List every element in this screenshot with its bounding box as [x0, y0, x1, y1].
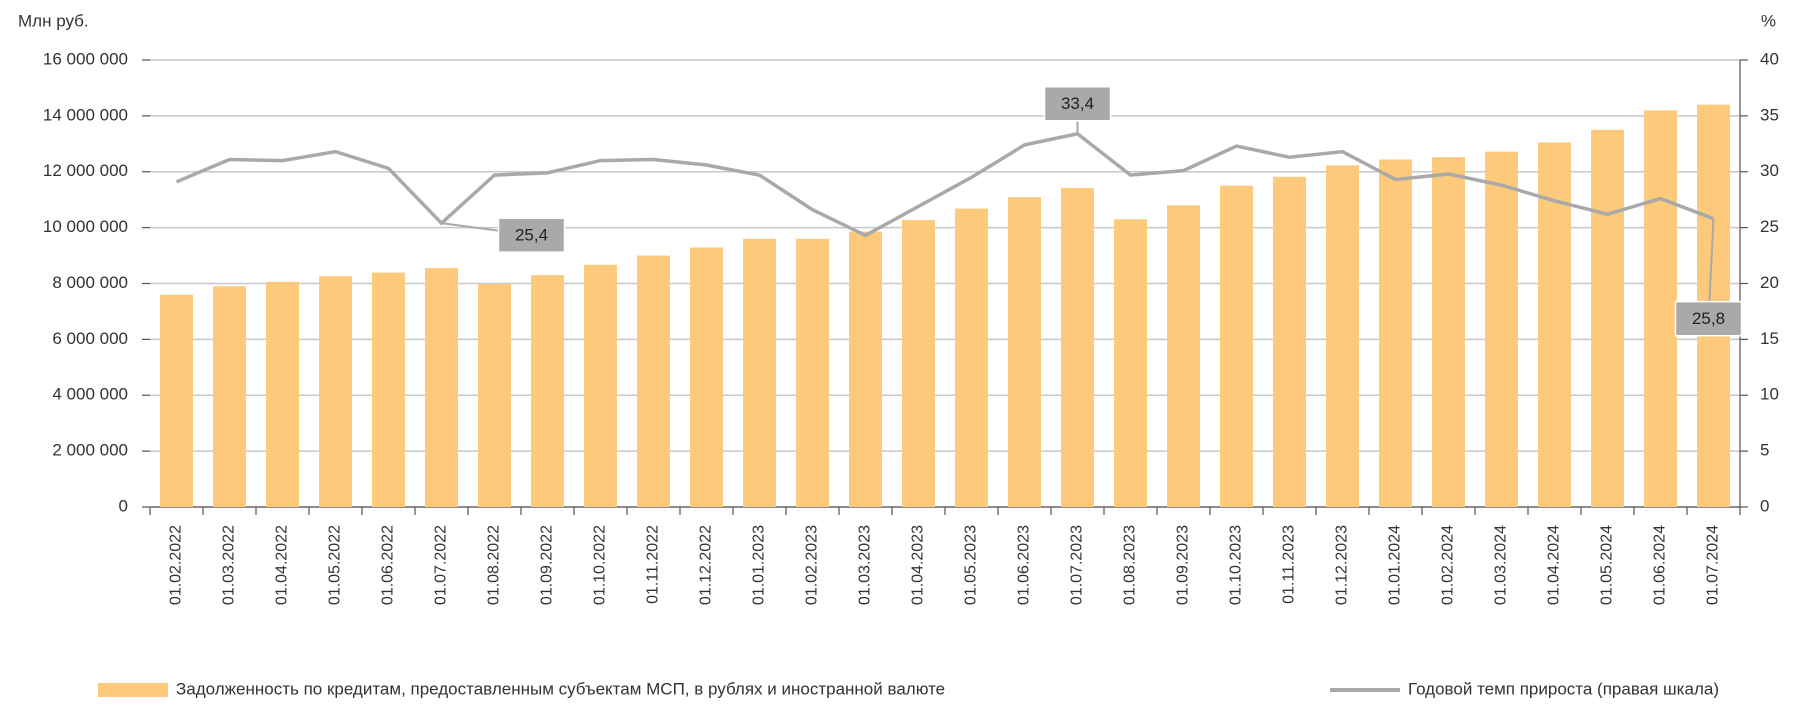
bar: [425, 268, 458, 507]
bar: [531, 275, 564, 507]
x-tick-label: 01.02.2024: [1440, 525, 1457, 605]
x-tick-label: 01.11.2023: [1281, 525, 1298, 604]
x-tick-label: 01.05.2023: [963, 525, 980, 605]
x-tick-label: 01.08.2022: [486, 525, 503, 605]
x-tick-label: 01.10.2022: [592, 525, 609, 605]
y2-tick-label: 25: [1760, 217, 1779, 236]
y-tick-label: 6 000 000: [52, 329, 128, 348]
bar: [1644, 110, 1677, 507]
x-tick-label: 01.03.2024: [1493, 525, 1510, 605]
y2-tick-label: 0: [1760, 496, 1769, 515]
y-tick-label: 10 000 000: [43, 217, 128, 236]
y2-tick-label: 10: [1760, 385, 1779, 404]
label-box: [1043, 86, 1112, 122]
bar: [584, 264, 617, 507]
data-label: 33,4: [1061, 94, 1094, 113]
y2-tick-label: 35: [1760, 105, 1779, 124]
x-tick-label: 01.02.2023: [804, 525, 821, 605]
bar: [1061, 187, 1094, 508]
legend-swatch: [98, 683, 168, 697]
y2-tick-label: 20: [1760, 273, 1779, 292]
data-label: 25,8: [1692, 309, 1725, 328]
bar: [690, 247, 723, 507]
x-tick-label: 01.05.2022: [327, 525, 344, 605]
bar: [213, 286, 246, 507]
bar: [160, 294, 193, 507]
bar: [1326, 165, 1359, 507]
bar: [478, 284, 511, 507]
bar: [266, 281, 299, 507]
y2-tick-label: 40: [1760, 49, 1779, 68]
y2-axis-label: %: [1761, 11, 1776, 30]
x-tick-label: 01.12.2023: [1334, 525, 1351, 605]
x-tick-label: 01.06.2022: [380, 525, 397, 605]
bar: [1167, 205, 1200, 507]
bar: [1485, 151, 1518, 507]
x-tick-label: 01.07.2022: [433, 525, 450, 605]
bar: [955, 208, 988, 507]
y2-tick-label: 5: [1760, 441, 1769, 460]
bar: [743, 238, 776, 508]
y-tick-label: 4 000 000: [52, 385, 128, 404]
y2-tick-label: 30: [1760, 161, 1779, 180]
bar: [637, 255, 670, 507]
x-tick-label: 01.07.2023: [1069, 525, 1086, 605]
x-tick-label: 01.04.2023: [910, 525, 927, 605]
x-tick-label: 01.04.2022: [274, 525, 291, 605]
bar: [1432, 157, 1465, 507]
x-tick-label: 01.02.2022: [168, 525, 185, 605]
label-box: [1674, 300, 1743, 337]
x-tick-label: 01.01.2024: [1387, 525, 1404, 605]
x-tick-label: 01.09.2022: [539, 525, 556, 605]
label-box: [497, 217, 566, 253]
bar: [902, 220, 935, 507]
y2-tick-label: 15: [1760, 329, 1779, 348]
x-tick-label: 01.08.2023: [1122, 525, 1139, 605]
x-tick-label: 01.01.2023: [751, 525, 768, 605]
y-axis-label: Млн руб.: [18, 11, 89, 30]
legend-label: Годовой темп прироста (правая шкала): [1408, 679, 1719, 698]
x-tick-label: 01.03.2023: [857, 525, 874, 605]
x-tick-label: 01.06.2023: [1016, 525, 1033, 605]
bar: [1591, 129, 1624, 507]
y-tick-label: 14 000 000: [43, 105, 128, 124]
y-tick-label: 12 000 000: [43, 161, 128, 180]
bar: [796, 238, 829, 508]
x-tick-label: 01.12.2022: [698, 525, 715, 605]
bar: [849, 231, 882, 507]
y-tick-label: 16 000 000: [43, 49, 128, 68]
bar: [1273, 176, 1306, 507]
legend-label: Задолженность по кредитам, предоставленн…: [176, 679, 945, 698]
x-tick-label: 01.11.2022: [645, 525, 662, 604]
x-tick-label: 01.04.2024: [1546, 525, 1563, 605]
bar: [1379, 159, 1412, 507]
bar: [1008, 197, 1041, 507]
bar: [1114, 219, 1147, 507]
x-tick-label: 01.06.2024: [1652, 525, 1669, 605]
bar: [372, 272, 405, 507]
x-tick-label: 01.10.2023: [1228, 525, 1245, 605]
x-tick-label: 01.03.2022: [221, 525, 238, 605]
bar: [1220, 185, 1253, 507]
bar: [319, 276, 352, 507]
y-tick-label: 2 000 000: [52, 441, 128, 460]
y-tick-label: 8 000 000: [52, 273, 128, 292]
x-tick-label: 01.09.2023: [1175, 525, 1192, 605]
data-label: 25,4: [515, 226, 548, 245]
y-tick-label: 0: [119, 496, 128, 515]
line: [175, 131, 1715, 238]
x-tick-label: 01.07.2024: [1705, 525, 1722, 605]
x-tick-label: 01.05.2024: [1599, 525, 1616, 605]
